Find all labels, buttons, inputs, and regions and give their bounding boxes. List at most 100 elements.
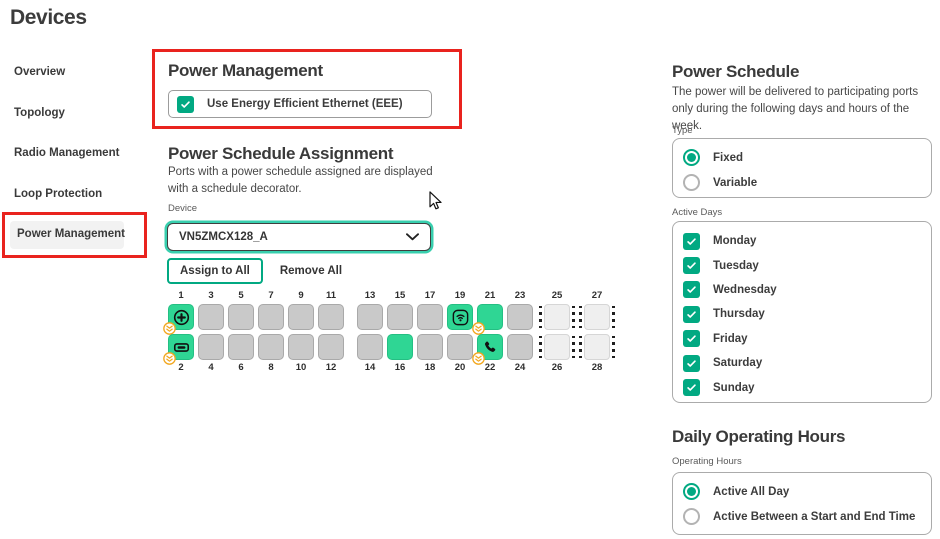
sidebar-item-topology[interactable]: Topology	[14, 107, 65, 119]
radio-selected-icon[interactable]	[683, 149, 700, 166]
remove-all-button[interactable]: Remove All	[279, 265, 343, 277]
port-1[interactable]	[163, 304, 194, 335]
checkbox-checked-icon[interactable]	[683, 232, 700, 250]
port-20[interactable]	[447, 334, 473, 360]
port-11[interactable]	[318, 304, 344, 330]
port-26[interactable]	[544, 334, 570, 360]
eee-checkbox-row[interactable]: Use Energy Efficient Ethernet (EEE)	[168, 90, 432, 118]
port-28[interactable]	[584, 334, 610, 360]
day-label: Monday	[713, 235, 757, 248]
day-label: Thursday	[713, 308, 765, 321]
port-2[interactable]	[163, 334, 194, 365]
port-22[interactable]	[472, 334, 503, 365]
active-day-tuesday[interactable]: Tuesday	[683, 253, 931, 277]
sidebar-item-overview[interactable]: Overview	[14, 66, 66, 78]
day-label: Friday	[713, 332, 748, 345]
port-7[interactable]	[258, 304, 284, 330]
port-15[interactable]	[387, 304, 413, 330]
port-12[interactable]	[318, 334, 344, 360]
day-label: Sunday	[713, 381, 755, 394]
schedule-decorator-icon	[163, 352, 176, 365]
sfp-port-row	[539, 334, 575, 360]
sfp-port-row	[579, 334, 615, 360]
active-day-wednesday[interactable]: Wednesday	[683, 278, 931, 302]
checkbox-checked-icon[interactable]	[683, 281, 700, 299]
active-day-monday[interactable]: Monday	[683, 229, 931, 253]
hours-option-active-between-a-start-and-end-time[interactable]: Active Between a Start and End Time	[683, 504, 931, 529]
hours-option-active-all-day[interactable]: Active All Day	[683, 479, 931, 504]
type-options-box: Fixed Variable	[672, 138, 932, 198]
port-column: 19 20	[447, 291, 473, 373]
checkbox-checked-icon[interactable]	[683, 379, 700, 397]
radio-selected-icon[interactable]	[683, 483, 700, 500]
port-4[interactable]	[198, 334, 224, 360]
port-9[interactable]	[288, 304, 314, 330]
port-column: 23 24	[507, 291, 533, 373]
port-14[interactable]	[357, 334, 383, 360]
sidebar-item-radio-management[interactable]: Radio Management	[14, 147, 120, 159]
active-day-thursday[interactable]: Thursday	[683, 302, 931, 326]
type-option-fixed[interactable]: Fixed	[683, 145, 931, 170]
checkbox-checked-icon[interactable]	[683, 354, 700, 372]
port-number: 9	[298, 290, 304, 301]
port-group-2: 13 14 15 16 17 18 19 20 21 22 23 24	[357, 291, 533, 373]
sfp-dots	[539, 335, 542, 359]
port-27[interactable]	[584, 304, 610, 330]
radio-label: Variable	[713, 176, 758, 189]
active-days-label: Active Days	[672, 207, 723, 218]
port-10[interactable]	[288, 334, 314, 360]
port-24[interactable]	[507, 334, 533, 360]
port-number: 3	[208, 290, 214, 301]
checkbox-checked-icon[interactable]	[683, 330, 700, 348]
phone-icon	[482, 339, 499, 356]
schedule-decorator-icon	[472, 352, 485, 365]
checkbox-checked-icon[interactable]	[683, 257, 700, 275]
sidebar-item-loop-protection[interactable]: Loop Protection	[14, 188, 103, 200]
checkbox-checked-icon[interactable]	[177, 95, 194, 113]
port-column: 27 28	[579, 291, 615, 373]
assign-to-all-button[interactable]: Assign to All	[167, 258, 263, 284]
port-19[interactable]	[447, 304, 473, 330]
port-number: 19	[454, 290, 466, 301]
sfp-dots	[572, 305, 575, 329]
checkbox-checked-icon[interactable]	[683, 305, 700, 323]
radio-unselected-icon[interactable]	[683, 508, 700, 525]
port-18[interactable]	[417, 334, 443, 360]
device-select[interactable]: VN5ZMCX128_A	[167, 223, 431, 251]
port-17[interactable]	[417, 304, 443, 330]
port-3[interactable]	[198, 304, 224, 330]
sidebar-selected-pill	[10, 221, 124, 249]
port-number: 5	[238, 290, 244, 301]
type-option-variable[interactable]: Variable	[683, 170, 931, 195]
port-column: 9 10	[288, 291, 314, 373]
power-schedule-title: Power Schedule	[672, 62, 800, 81]
port-number: 14	[364, 362, 376, 373]
port-column: 11 12	[318, 291, 344, 373]
port-number: 24	[514, 362, 526, 373]
port-16[interactable]	[387, 334, 413, 360]
port-group-3: 25 26 27 28	[539, 291, 615, 373]
radio-unselected-icon[interactable]	[683, 174, 700, 191]
port-number: 23	[514, 290, 526, 301]
radio-label: Fixed	[713, 151, 744, 164]
day-label: Saturday	[713, 357, 763, 370]
port-23[interactable]	[507, 304, 533, 330]
port-number: 22	[484, 362, 496, 373]
port-21[interactable]	[472, 304, 503, 335]
port-25[interactable]	[544, 304, 570, 330]
port-8[interactable]	[258, 334, 284, 360]
port-6[interactable]	[228, 334, 254, 360]
active-day-friday[interactable]: Friday	[683, 327, 931, 351]
port-5[interactable]	[228, 304, 254, 330]
active-day-saturday[interactable]: Saturday	[683, 351, 931, 375]
port-13[interactable]	[357, 304, 383, 330]
port-number: 10	[295, 362, 307, 373]
active-day-sunday[interactable]: Sunday	[683, 375, 931, 399]
radio-label: Active All Day	[713, 485, 790, 498]
sidebar-item-power-management[interactable]: Power Management	[17, 228, 125, 240]
port-number: 17	[424, 290, 436, 301]
